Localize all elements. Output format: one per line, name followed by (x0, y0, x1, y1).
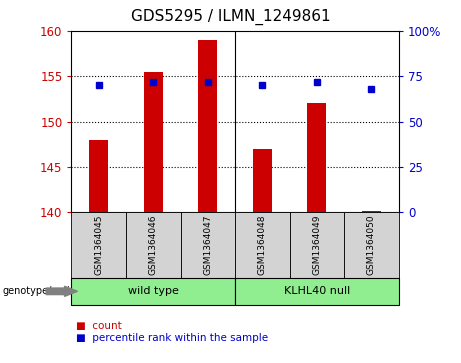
Text: GSM1364047: GSM1364047 (203, 215, 213, 275)
Bar (307, 103, 326, 212)
Text: wild type: wild type (128, 286, 179, 296)
Text: GSM1364049: GSM1364049 (313, 215, 321, 275)
Bar (362, 211, 381, 212)
Text: ■  count: ■ count (76, 321, 122, 331)
Text: GSM1364045: GSM1364045 (94, 215, 103, 275)
Text: genotype/variation: genotype/variation (2, 286, 95, 296)
Bar (144, 72, 163, 212)
Text: GSM1364046: GSM1364046 (149, 215, 158, 275)
Bar (89, 140, 108, 212)
Text: GSM1364050: GSM1364050 (367, 215, 376, 276)
Bar (253, 149, 272, 212)
Text: KLHL40 null: KLHL40 null (284, 286, 350, 296)
Text: ■  percentile rank within the sample: ■ percentile rank within the sample (76, 333, 268, 343)
Text: GSM1364048: GSM1364048 (258, 215, 267, 275)
Bar (198, 40, 218, 212)
Text: GDS5295 / ILMN_1249861: GDS5295 / ILMN_1249861 (130, 9, 331, 25)
